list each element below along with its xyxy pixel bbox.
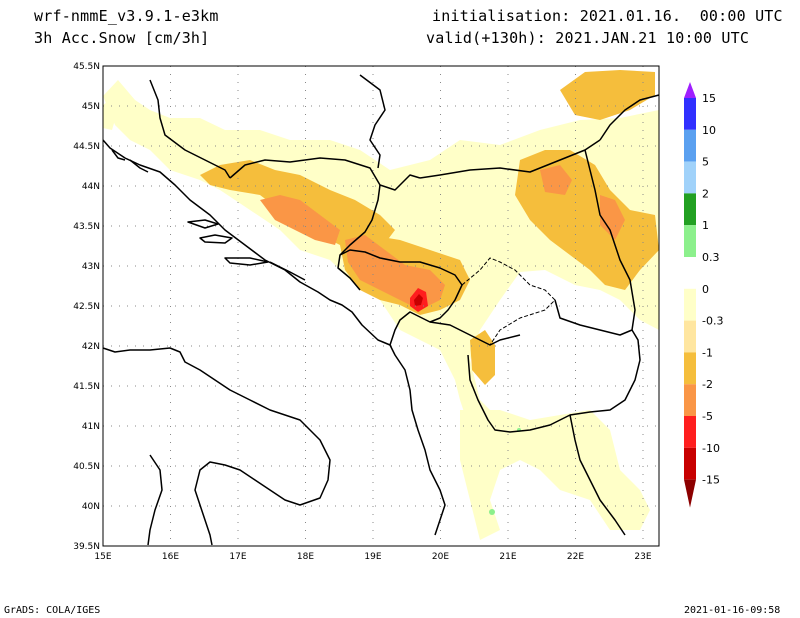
- bosnia-north: [229, 157, 421, 191]
- colorbar-label: 5: [702, 156, 709, 169]
- lon-label: 17E: [229, 552, 246, 562]
- colorbar-box: [684, 288, 696, 321]
- footer-left: GrADS: COLA/IGES: [4, 605, 101, 616]
- colorbar-label: -0.3: [702, 315, 723, 328]
- latitude-labels: 45.5N 45N 44.5N 44N 43.5N 43N 42.5N 42N 41.5N 41N…: [73, 62, 100, 552]
- montenegro-border: [339, 249, 463, 323]
- orange-band-1: [260, 195, 340, 245]
- kosovo-border: [461, 257, 556, 346]
- island-hvar: [199, 234, 233, 244]
- lon-label: 22E: [567, 552, 584, 562]
- lat-label: 39.5N: [73, 542, 100, 552]
- bulgaria-border: [554, 149, 636, 336]
- colorbar-box: [684, 161, 696, 194]
- lat-lon-grid: [103, 66, 659, 546]
- init-time: initialisation: 2021.01.16. 00:00 UTC: [432, 7, 783, 25]
- serbia-border: [359, 74, 386, 169]
- colorbar: 15 10 5 2 1 0.3 0 -0.3 -1 -2 -5 -10 -15: [684, 82, 723, 508]
- colorbar-label: -15: [702, 474, 720, 487]
- northeast-border: [599, 94, 660, 141]
- island-korcula: [224, 257, 269, 266]
- valid-time: valid(+130h): 2021.JAN.21 10:00 UTC: [426, 29, 750, 47]
- island-krk: [111, 149, 126, 161]
- yellow-band-4: [560, 70, 655, 120]
- serbia-east: [419, 139, 601, 179]
- croatia-interior: [149, 79, 231, 179]
- italy-heel: [147, 454, 163, 546]
- colorbar-box: [684, 98, 696, 130]
- colorbar-label: 0.3: [702, 251, 720, 264]
- snow-shading: [103, 70, 659, 540]
- lat-label: 45N: [82, 102, 100, 112]
- lon-label: 20E: [432, 552, 449, 562]
- lon-label: 18E: [297, 552, 314, 562]
- albania-border: [389, 311, 521, 346]
- lat-label: 40N: [82, 502, 100, 512]
- albania-greece-border: [467, 329, 641, 433]
- bosnia-south: [337, 184, 381, 291]
- lon-label: 16E: [162, 552, 179, 562]
- colorbar-label: 1: [702, 219, 709, 232]
- light-snow-west: [103, 100, 118, 130]
- island-pag: [129, 159, 149, 173]
- lon-label: 19E: [364, 552, 381, 562]
- colorbar-box: [684, 416, 696, 448]
- albania-coast: [389, 344, 446, 536]
- lat-label: 43.5N: [73, 222, 100, 232]
- coastlines-borders: [102, 74, 660, 546]
- colorbar-box: [684, 352, 696, 385]
- colorbar-top-arrow: [684, 82, 696, 98]
- greece-east-coast: [569, 414, 626, 536]
- lat-label: 42.5N: [73, 302, 100, 312]
- colorbar-box: [684, 257, 696, 289]
- colorbar-box: [684, 193, 696, 226]
- lat-label: 41.5N: [73, 382, 100, 392]
- colorbar-label: -2: [702, 378, 713, 391]
- colorbar-box: [684, 225, 696, 257]
- colorbar-box: [684, 447, 696, 480]
- colorbar-bottom-arrow: [684, 479, 696, 508]
- lon-label: 23E: [634, 552, 651, 562]
- lat-label: 44N: [82, 182, 100, 192]
- colorbar-label: -10: [702, 442, 720, 455]
- colorbar-label: 0: [702, 283, 709, 296]
- lat-label: 42N: [82, 342, 100, 352]
- colorbar-label: 2: [702, 187, 709, 200]
- darkred-core: [414, 294, 423, 306]
- colorbar-label: 15: [702, 92, 716, 105]
- lat-label: 43N: [82, 262, 100, 272]
- footer-right: 2021-01-16-09:58: [684, 605, 781, 616]
- colorbar-label: 10: [702, 124, 716, 137]
- orange-band-3: [540, 165, 572, 195]
- lat-label: 41N: [82, 422, 100, 432]
- lon-label: 15E: [94, 552, 111, 562]
- orange-band-4: [600, 195, 625, 240]
- green-spot-1: [489, 509, 495, 515]
- colorbar-label: -1: [702, 346, 713, 359]
- lat-label: 40.5N: [73, 462, 100, 472]
- light-snow-south: [460, 410, 650, 540]
- longitude-labels: 15E 16E 17E 18E 19E 20E 21E 22E 23E: [94, 552, 651, 562]
- map-frame: [102, 65, 660, 547]
- model-title: wrf-nmmE_v3.9.1-e3km: [34, 7, 219, 25]
- croatia-coast: [102, 139, 391, 346]
- colorbar-label: -5: [702, 410, 713, 423]
- peljesac: [269, 261, 306, 281]
- lat-label: 45.5N: [73, 62, 100, 72]
- lat-label: 44.5N: [73, 142, 100, 152]
- colorbar-box: [684, 320, 696, 353]
- italy-coast: [102, 347, 331, 546]
- lon-label: 21E: [499, 552, 516, 562]
- colorbar-box: [684, 129, 696, 162]
- island-brac: [187, 219, 219, 229]
- field-title: 3h Acc.Snow [cm/3h]: [34, 29, 210, 47]
- colorbar-box: [684, 384, 696, 416]
